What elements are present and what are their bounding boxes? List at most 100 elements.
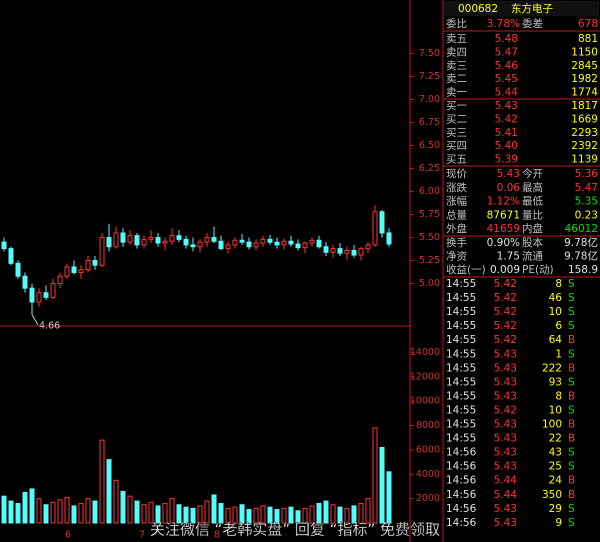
volume-bar [274, 509, 280, 524]
volume-bar [1, 495, 7, 524]
quote-cell: 9.78亿 [564, 236, 598, 249]
candle-body [267, 238, 273, 243]
candle-body [120, 232, 126, 243]
candle-body [183, 238, 189, 246]
candle-body [274, 241, 280, 246]
candle-body [127, 235, 133, 243]
y-tick-label: 6.25 [419, 163, 440, 174]
watermark: 关注微信 “老韩实盘” 回复 “指标” 免费领取 [150, 521, 440, 539]
trade-time: 14:56 [446, 461, 477, 473]
quote-cell: 0.90% [487, 237, 520, 249]
trade-price: 5.42 [494, 404, 517, 416]
book-volume: 881 [578, 33, 598, 45]
trade-volume: 100 [542, 419, 562, 431]
trade-volume: 43 [549, 447, 562, 459]
volume-bar [232, 506, 238, 524]
trade-time: 14:55 [446, 390, 476, 402]
volume-bar [148, 501, 154, 524]
candle-body [253, 242, 259, 248]
candle-body [106, 237, 112, 248]
volume-bar [29, 488, 35, 524]
volume-bar [260, 505, 266, 524]
trade-price: 5.43 [494, 348, 517, 360]
quote-cell: 158.9 [568, 264, 598, 276]
candle-body [281, 240, 287, 246]
quote-cell: 净资 [446, 250, 467, 263]
y-tick-label: 5.25 [419, 255, 440, 266]
trade-side: B [568, 419, 575, 431]
book-price: 5.46 [495, 60, 519, 72]
volume-bar [316, 503, 322, 524]
book-price: 5.44 [495, 87, 519, 99]
trade-time: 14:55 [446, 320, 476, 332]
candle-body [15, 262, 21, 277]
volume-bar [85, 498, 91, 524]
candle-body [99, 237, 105, 266]
trade-side: S [568, 404, 575, 416]
book-label: 买四 [446, 140, 467, 152]
volume-bar [183, 506, 189, 524]
candle-body [211, 237, 217, 242]
quote-cell: 41659 [487, 223, 520, 235]
volume-bar [99, 439, 105, 524]
candle-body [358, 248, 364, 256]
trade-price: 5.44 [494, 489, 518, 501]
trade-volume: 64 [549, 334, 563, 346]
volume-bar [127, 495, 133, 524]
volume-bar [8, 500, 14, 524]
quote-cell: 3.78% [487, 18, 520, 30]
volume-bar [295, 510, 301, 524]
book-volume: 1669 [571, 113, 598, 125]
volume-bar [176, 504, 182, 524]
candle-body [85, 260, 91, 271]
trade-volume: 10 [549, 306, 562, 318]
candle-body [302, 242, 308, 249]
trade-price: 5.43 [494, 461, 517, 473]
quote-cell: 0.06 [497, 182, 521, 194]
stock-name: 东方电子 [511, 2, 553, 15]
trade-side: B [568, 390, 575, 402]
trade-price: 5.42 [494, 278, 517, 290]
y-tick-label: 5.75 [419, 209, 440, 220]
trade-side: S [568, 447, 575, 459]
book-price: 5.45 [495, 73, 518, 85]
volume-bar [197, 505, 203, 524]
book-label: 卖三 [446, 60, 467, 72]
trade-side: S [568, 292, 575, 304]
candle-body [1, 241, 7, 250]
volume-bar [337, 506, 343, 524]
trade-side: S [568, 278, 575, 290]
volume-bar [204, 500, 210, 524]
x-tick-label: 7 [139, 530, 145, 541]
book-volume: 2293 [571, 127, 598, 139]
candle-body [260, 238, 266, 244]
volume-bar [246, 509, 252, 524]
candle-body [316, 239, 322, 248]
trade-time: 14:55 [446, 362, 476, 374]
trade-price: 5.43 [494, 362, 517, 374]
trade-price: 5.44 [494, 475, 518, 487]
candle-body [337, 248, 343, 254]
book-price: 5.41 [495, 127, 518, 139]
candle-body [344, 249, 350, 254]
volume-bar [344, 507, 350, 524]
trade-volume: 8 [555, 390, 562, 402]
trade-price: 5.42 [494, 320, 517, 332]
quote-cell: 87671 [487, 209, 520, 221]
candle-body [141, 238, 147, 246]
book-volume: 2392 [571, 140, 598, 152]
quote-cell: 总量 [446, 208, 467, 221]
trade-volume: 1 [555, 348, 562, 360]
book-volume: 1774 [571, 87, 598, 99]
book-label: 买二 [446, 113, 467, 125]
candle-body [295, 243, 301, 249]
x-tick-label: 8 [214, 530, 220, 541]
trade-time: 14:55 [446, 348, 476, 360]
trade-volume: 9 [555, 517, 562, 529]
trade-price: 5.43 [494, 419, 517, 431]
trade-price: 5.43 [494, 517, 517, 529]
candle-body [190, 244, 196, 248]
quote-cell: 0.23 [575, 209, 598, 221]
quote-cell: 今开 [522, 167, 543, 180]
